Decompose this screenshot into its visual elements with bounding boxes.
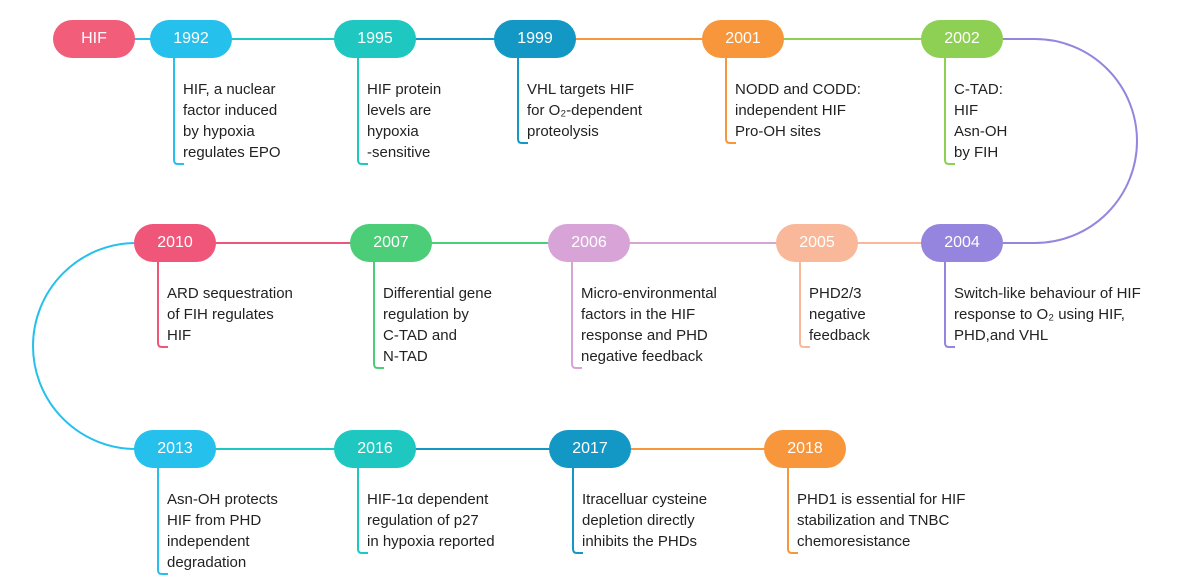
event-description: HIF, a nuclear factor induced by hypoxia re… (183, 79, 281, 163)
year-node-2005: 2005 (776, 224, 858, 262)
timeline-curve-right (1003, 38, 1138, 244)
event-stem (517, 58, 528, 144)
event-description: Differential gene regulation by C-TAD and N… (383, 283, 492, 367)
description-line: Differential gene (383, 285, 492, 302)
description-line: HIF (954, 102, 979, 119)
description-line: by FIH (954, 144, 999, 161)
description-line: independent HIF (735, 102, 846, 119)
event-stem (157, 468, 168, 575)
event-description: Switch-like behaviour of HIF response to … (954, 283, 1141, 346)
description-line: HIF-1α dependent (367, 491, 489, 508)
description-line: Micro-environmental (581, 285, 717, 302)
description-line: -sensitive (367, 144, 431, 161)
year-node-2002: 2002 (921, 20, 1003, 58)
description-line: factor induced (183, 102, 278, 119)
description-line: regulation of p27 (367, 512, 479, 529)
event-description: Asn-OH protects HIF from PHD independent de… (167, 489, 278, 573)
description-line: VHL targets HIF (527, 81, 634, 98)
description-line: negative feedback (581, 348, 703, 365)
event-description: PHD2/3 negative feedback (809, 283, 870, 346)
description-line: in hypoxia reported (367, 533, 495, 550)
description-line: C-TAD and (383, 327, 457, 344)
description-line: feedback (809, 327, 870, 344)
description-line: Pro-OH sites (735, 123, 821, 140)
description-line: regulation by (383, 306, 469, 323)
year-node-2007: 2007 (350, 224, 432, 262)
description-line: HIF, a nuclear (183, 81, 276, 98)
year-node-2004: 2004 (921, 224, 1003, 262)
start-node: HIF (53, 20, 135, 58)
description-line: hypoxia (367, 123, 419, 140)
description-line: Switch-like behaviour of HIF (954, 285, 1141, 302)
description-line: N-TAD (383, 348, 428, 365)
description-line: response to O₂ using HIF, (954, 306, 1125, 323)
event-stem (157, 262, 168, 348)
description-line: levels are (367, 102, 432, 119)
description-line: factors in the HIF (581, 306, 696, 323)
description-line: NODD and CODD: (735, 81, 861, 98)
event-stem (173, 58, 184, 165)
description-line: of FIH regulates (167, 306, 274, 323)
year-node-2006: 2006 (548, 224, 630, 262)
event-stem (944, 262, 955, 348)
event-stem (571, 262, 582, 369)
description-line: by hypoxia (183, 123, 255, 140)
event-stem (357, 468, 368, 554)
description-line: Itracelluar cysteine (582, 491, 708, 508)
description-line: for O₂-dependent (527, 102, 643, 119)
event-stem (572, 468, 583, 554)
timeline-curve-left (32, 242, 137, 450)
event-stem (787, 468, 798, 554)
event-description: Micro-environmental factors in the HIF res… (581, 283, 717, 367)
description-line: HIF protein (367, 81, 442, 98)
description-line: PHD2/3 (809, 285, 862, 302)
event-description: VHL targets HIF for O₂-dependent proteolys… (527, 79, 642, 142)
year-node-2001: 2001 (702, 20, 784, 58)
description-line: proteolysis (527, 123, 599, 140)
year-node-1992: 1992 (150, 20, 232, 58)
year-node-2016: 2016 (334, 430, 416, 468)
year-node-1995: 1995 (334, 20, 416, 58)
year-node-1999: 1999 (494, 20, 576, 58)
description-line: PHD1 is essential for HIF (797, 491, 966, 508)
event-description: HIF-1α dependent regulation of p27 in hypo… (367, 489, 495, 552)
description-line: negative (809, 306, 866, 323)
description-line: Asn-OH protects (167, 491, 278, 508)
description-line: depletion directly (582, 512, 695, 529)
description-line: regulates EPO (183, 144, 281, 161)
event-stem (725, 58, 736, 144)
event-description: HIF protein levels are hypoxia -sensitive (367, 79, 441, 163)
event-stem (944, 58, 955, 165)
event-stem (357, 58, 368, 165)
description-line: chemoresistance (797, 533, 911, 550)
event-description: C-TAD: HIF Asn-OH by FIH (954, 79, 1007, 163)
event-stem (373, 262, 384, 369)
description-line: HIF from PHD (167, 512, 262, 529)
description-line: PHD,and VHL (954, 327, 1049, 344)
event-description: NODD and CODD: independent HIF Pro-OH site… (735, 79, 861, 142)
event-description: Itracelluar cysteine depletion directly in… (582, 489, 707, 552)
year-node-2013: 2013 (134, 430, 216, 468)
description-line: C-TAD: (954, 81, 1003, 98)
description-line: degradation (167, 554, 247, 571)
description-line: inhibits the PHDs (582, 533, 698, 550)
event-description: PHD1 is essential for HIF stabilization a… (797, 489, 965, 552)
description-line: ARD sequestration (167, 285, 293, 302)
event-description: ARD sequestration of FIH regulates HIF (167, 283, 293, 346)
description-line: independent (167, 533, 250, 550)
description-line: HIF (167, 327, 192, 344)
year-node-2010: 2010 (134, 224, 216, 262)
year-node-2017: 2017 (549, 430, 631, 468)
description-line: stabilization and TNBC (797, 512, 950, 529)
description-line: Asn-OH (954, 123, 1008, 140)
description-line: response and PHD (581, 327, 708, 344)
event-stem (799, 262, 810, 348)
year-node-2018: 2018 (764, 430, 846, 468)
